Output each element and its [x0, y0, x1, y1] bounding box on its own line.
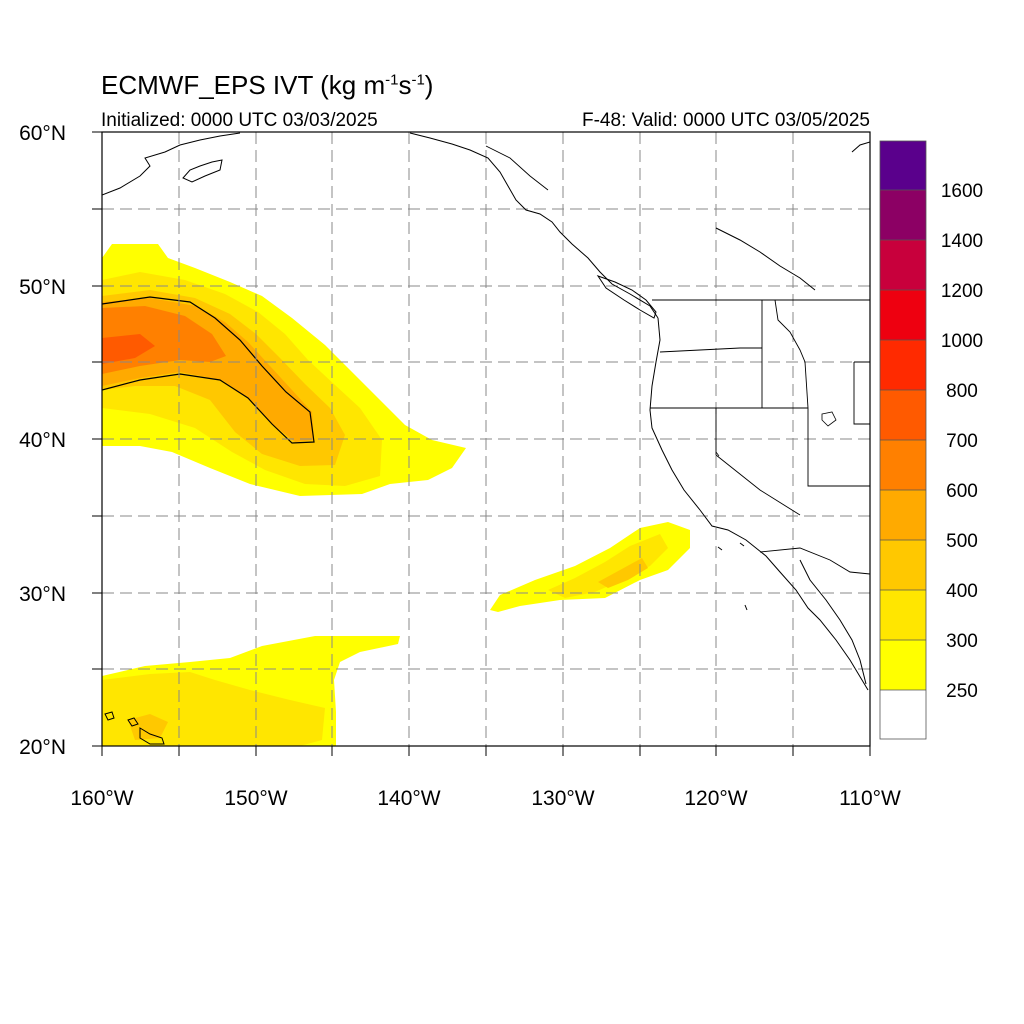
longitude-labels: 160°W 150°W 140°W 130°W 120°W 110°W: [70, 787, 901, 810]
map-title: ECMWF_EPS IVT (kg m-1s-1): [101, 70, 434, 100]
colorbar-label-400: 400: [946, 581, 978, 602]
map-gridlines: [102, 132, 870, 746]
vancouver-island: [596, 275, 657, 319]
colorbar-label-1000: 1000: [941, 331, 983, 352]
lat-label-20: 20°N: [19, 736, 66, 759]
guadalupe-island: [744, 604, 748, 611]
hawaii-oahu: [104, 711, 115, 721]
hawaii-big-island: [139, 727, 165, 745]
lat-label-40: 40°N: [19, 429, 66, 452]
colorbar-box-6: [880, 390, 926, 440]
alaska-top-right: [851, 141, 870, 153]
lat-label-30: 30°N: [19, 583, 66, 606]
baja-gulf-coast: [799, 559, 867, 685]
lon-label-110w: 110°W: [839, 787, 901, 810]
colorbar-label-600: 600: [946, 481, 978, 502]
wy-border: [853, 361, 870, 425]
colorbar-box-11: [880, 141, 926, 190]
colorbar-label-800: 800: [946, 381, 978, 402]
lat-label-50: 50°N: [19, 276, 66, 299]
channel-islands: [717, 542, 745, 551]
axis-ticks: [92, 131, 871, 756]
colorbar-label-300: 300: [946, 631, 978, 652]
wa-or-border: [659, 347, 762, 353]
lon-label-140w: 140°W: [377, 787, 440, 810]
alaska-panhandle-coast: [409, 132, 659, 319]
nv-ut-border: [807, 408, 870, 487]
coastlines: [102, 132, 870, 745]
ivt-300-secondary: [548, 534, 668, 598]
colorbar-box-4: [880, 490, 926, 540]
colorbar: 250 300 400 500 600 700 800 1000 1200 14…: [879, 140, 983, 740]
ak-bc-border: [485, 145, 549, 191]
colorbar-box-9: [880, 240, 926, 290]
west-coast: [649, 317, 869, 691]
colorbar-label-1400: 1400: [941, 231, 983, 252]
hawaii-maui: [127, 717, 139, 727]
ivt-700-main: [102, 334, 155, 364]
colorbar-box-0: [880, 690, 926, 739]
colorbar-box-1: [880, 640, 926, 690]
alaska-coast: [102, 132, 241, 196]
lon-label-130w: 130°W: [531, 787, 594, 810]
ivt-shading: [102, 244, 690, 746]
valid-time-label: F-48: Valid: 0000 UTC 03/05/2025: [582, 110, 870, 131]
colorbar-label-1600: 1600: [941, 181, 983, 202]
us-mexico-border: [759, 547, 870, 575]
colorbar-box-8: [880, 290, 926, 340]
colorbar-label-700: 700: [946, 431, 978, 452]
ivt-500-contour: [102, 296, 315, 444]
colorbar-label-1200: 1200: [941, 281, 983, 302]
latitude-labels: 60°N 50°N 40°N 30°N 20°N: [19, 122, 66, 759]
lon-label-150w: 150°W: [224, 787, 287, 810]
ivt-400-tropical: [128, 714, 168, 740]
or-id-border: [774, 299, 809, 409]
northeast-coast: [715, 227, 816, 291]
lon-label-120w: 120°W: [684, 787, 747, 810]
colorbar-box-5: [880, 440, 926, 490]
colorbar-box-7: [880, 340, 926, 390]
colorbar-box-3: [880, 540, 926, 590]
lon-label-160w: 160°W: [70, 787, 133, 810]
colorbar-box-10: [880, 190, 926, 240]
initialized-label: Initialized: 0000 UTC 03/03/2025: [101, 110, 378, 131]
political-boundaries: [485, 145, 870, 575]
colorbar-box-2: [880, 590, 926, 640]
kodiak-island: [182, 159, 223, 183]
colorbar-label-500: 500: [946, 531, 978, 552]
colorbar-label-250: 250: [946, 681, 978, 702]
ivt-400-secondary: [598, 558, 648, 588]
lakes: [715, 411, 837, 457]
great-salt-lake: [821, 411, 837, 427]
ca-nv-border: [715, 408, 801, 516]
lat-label-60: 60°N: [19, 122, 66, 145]
lake-tahoe: [715, 451, 720, 457]
